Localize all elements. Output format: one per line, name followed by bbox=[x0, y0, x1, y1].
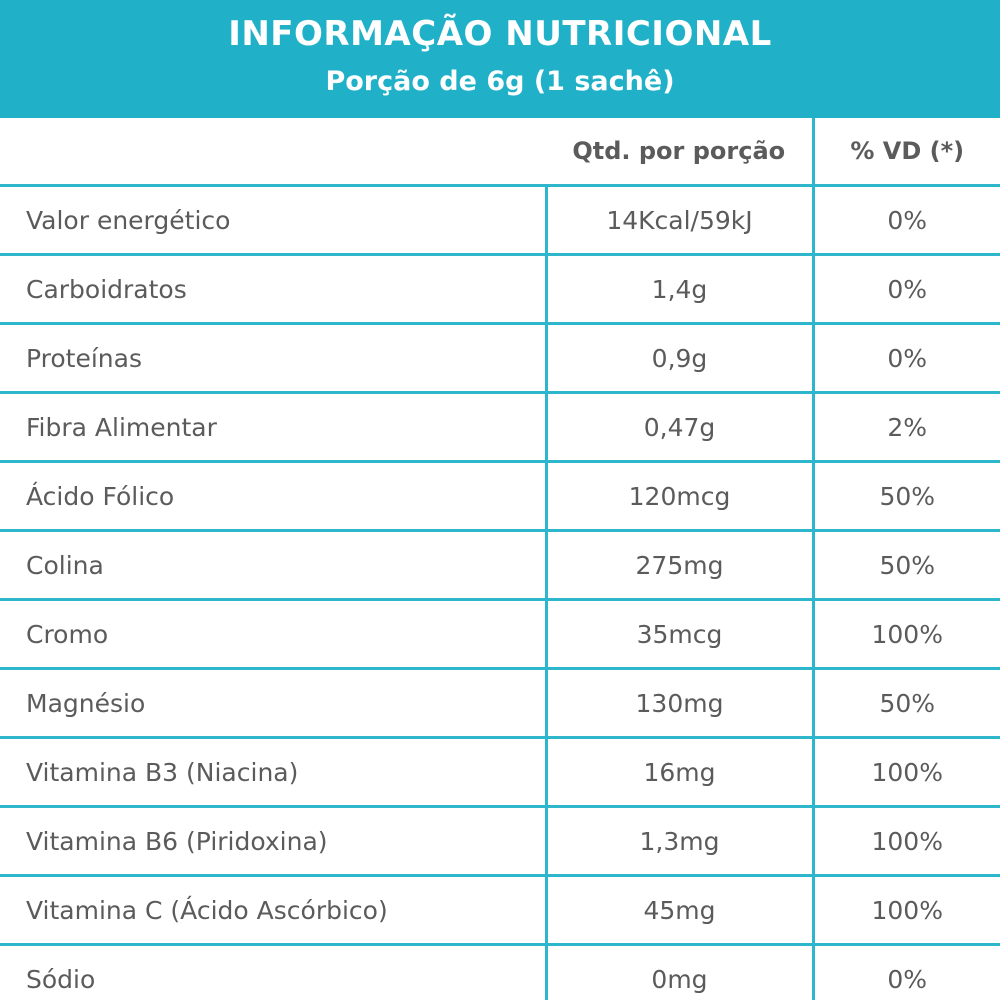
nutrient-daily-value: 0% bbox=[811, 323, 1000, 394]
column-header-quantity: Qtd. por porção bbox=[546, 118, 813, 187]
nutrient-quantity: 275mg bbox=[544, 530, 813, 601]
serving-size-subtitle: Porção de 6g (1 sachê) bbox=[325, 66, 675, 97]
nutrient-daily-value: 50% bbox=[811, 668, 1000, 739]
column-header-nutrient bbox=[0, 118, 546, 187]
table-row: Proteínas 0,9g 0% bbox=[0, 323, 1000, 394]
nutrient-name: Ácido Fólico bbox=[0, 461, 546, 532]
table-row: Magnésio 130mg 50% bbox=[0, 668, 1000, 739]
nutrient-name: Carboidratos bbox=[0, 254, 546, 325]
nutrient-quantity: 0,47g bbox=[544, 392, 813, 463]
nutrient-name: Magnésio bbox=[0, 668, 546, 739]
table-row: Vitamina B6 (Piridoxina) 1,3mg 100% bbox=[0, 806, 1000, 877]
nutrient-name: Vitamina B6 (Piridoxina) bbox=[0, 806, 546, 877]
nutrient-daily-value: 50% bbox=[811, 530, 1000, 601]
table-header-row: Qtd. por porção % VD (*) bbox=[0, 118, 1000, 187]
nutrient-quantity: 0,9g bbox=[544, 323, 813, 394]
nutrient-daily-value: 50% bbox=[811, 461, 1000, 532]
nutrient-daily-value: 100% bbox=[811, 737, 1000, 808]
nutrient-quantity: 120mcg bbox=[544, 461, 813, 532]
nutrient-daily-value: 0% bbox=[811, 185, 1000, 256]
nutrient-daily-value: 100% bbox=[811, 599, 1000, 670]
nutrient-quantity: 0mg bbox=[544, 944, 813, 1000]
nutrition-title: INFORMAÇÃO NUTRICIONAL bbox=[228, 14, 772, 54]
nutrient-name: Sódio bbox=[0, 944, 546, 1000]
nutrient-quantity: 1,3mg bbox=[544, 806, 813, 877]
column-header-daily-value: % VD (*) bbox=[811, 118, 1000, 187]
nutrient-name: Vitamina B3 (Niacina) bbox=[0, 737, 546, 808]
nutrient-quantity: 14Kcal/59kJ bbox=[544, 185, 813, 256]
nutrient-name: Proteínas bbox=[0, 323, 546, 394]
table-row: Vitamina B3 (Niacina) 16mg 100% bbox=[0, 737, 1000, 808]
nutrient-quantity: 16mg bbox=[544, 737, 813, 808]
nutrient-quantity: 45mg bbox=[544, 875, 813, 946]
table-row: Ácido Fólico 120mcg 50% bbox=[0, 461, 1000, 532]
nutrient-daily-value: 0% bbox=[811, 944, 1000, 1000]
nutrient-quantity: 1,4g bbox=[544, 254, 813, 325]
table-row: Carboidratos 1,4g 0% bbox=[0, 254, 1000, 325]
table-row: Cromo 35mcg 100% bbox=[0, 599, 1000, 670]
nutrition-table: Qtd. por porção % VD (*) Valor energétic… bbox=[0, 118, 1000, 1000]
nutrient-name: Fibra Alimentar bbox=[0, 392, 546, 463]
nutrient-quantity: 35mcg bbox=[544, 599, 813, 670]
nutrient-quantity: 130mg bbox=[544, 668, 813, 739]
nutrient-name: Colina bbox=[0, 530, 546, 601]
nutrient-name: Cromo bbox=[0, 599, 546, 670]
nutrient-name: Valor energético bbox=[0, 185, 546, 256]
table-row: Sódio 0mg 0% bbox=[0, 944, 1000, 1000]
nutrition-header-banner: INFORMAÇÃO NUTRICIONAL Porção de 6g (1 s… bbox=[0, 0, 1000, 118]
nutrient-daily-value: 2% bbox=[811, 392, 1000, 463]
table-row: Colina 275mg 50% bbox=[0, 530, 1000, 601]
nutrient-name: Vitamina C (Ácido Ascórbico) bbox=[0, 875, 546, 946]
table-row: Valor energético 14Kcal/59kJ 0% bbox=[0, 185, 1000, 256]
table-row: Vitamina C (Ácido Ascórbico) 45mg 100% bbox=[0, 875, 1000, 946]
nutrient-daily-value: 0% bbox=[811, 254, 1000, 325]
nutrient-daily-value: 100% bbox=[811, 806, 1000, 877]
nutrient-daily-value: 100% bbox=[811, 875, 1000, 946]
table-row: Fibra Alimentar 0,47g 2% bbox=[0, 392, 1000, 463]
